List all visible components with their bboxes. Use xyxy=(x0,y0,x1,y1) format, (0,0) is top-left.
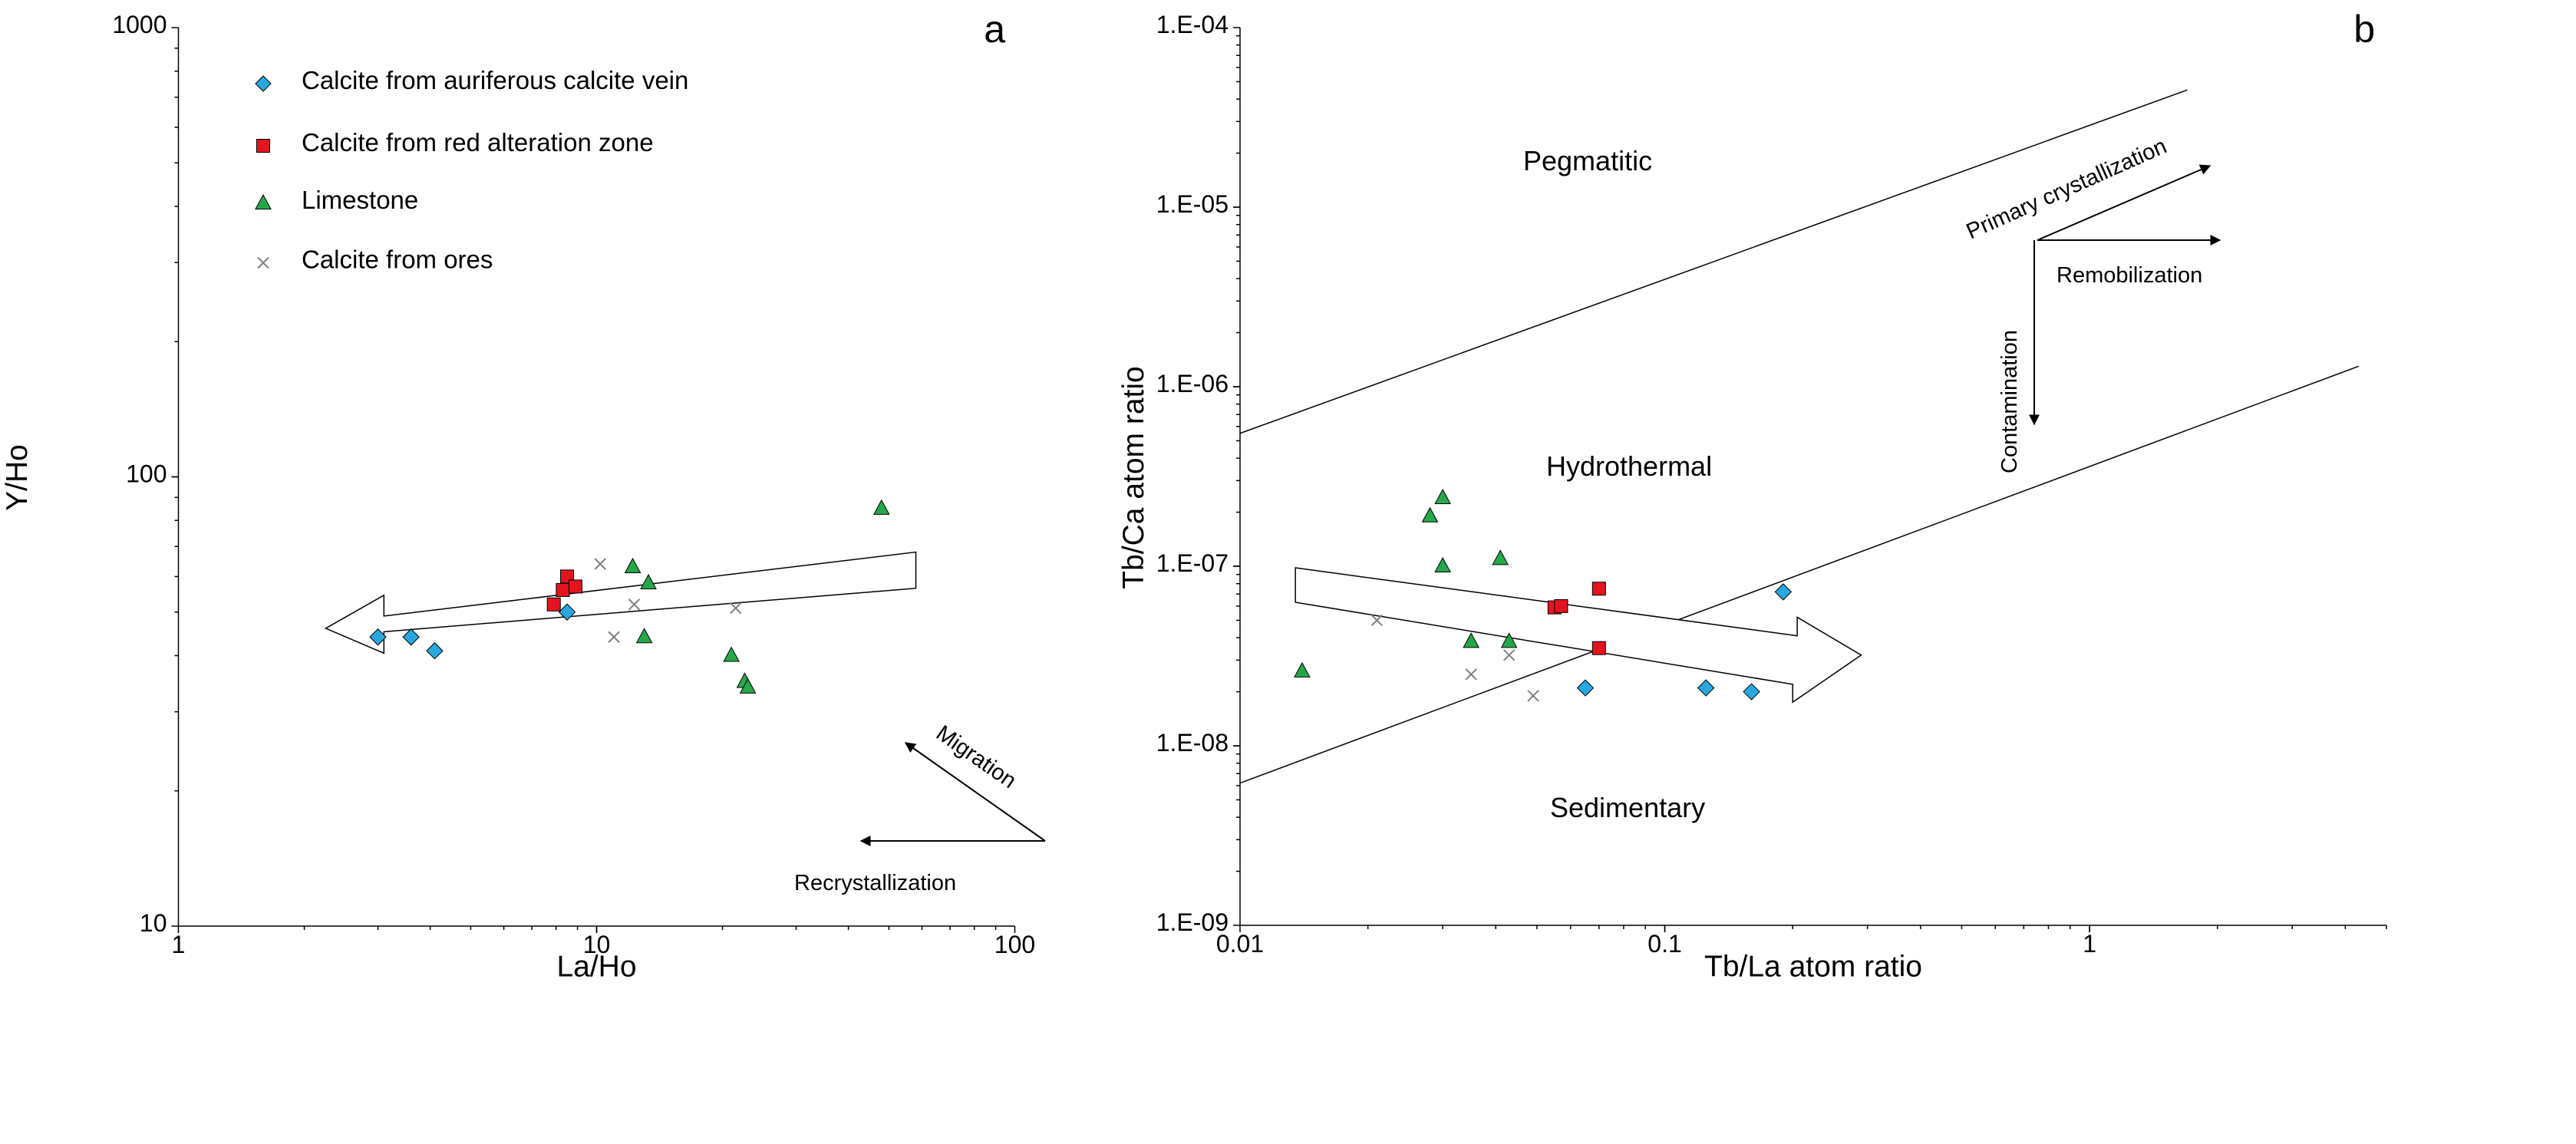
panel-b-triangle-point xyxy=(1500,632,1518,648)
panel-a-triangle-point xyxy=(723,646,740,662)
panel-a-y-tick-label: 1000 xyxy=(112,11,167,38)
remobilization-label: Remobilization xyxy=(2057,263,2202,288)
panel-b-x-tick-label: 0.01 xyxy=(1216,930,1264,958)
panel-b-x-title: Tb/La atom ratio xyxy=(1704,951,1922,984)
panel-a-triangle-point xyxy=(624,557,642,573)
legend-item-vein: Calcite from auriferous calcite vein xyxy=(255,66,688,94)
panel-b-diamond-point xyxy=(1576,679,1595,697)
panel-a-square-point xyxy=(556,582,570,597)
contamination-label: Contamination xyxy=(1997,330,2022,473)
panel-b-points xyxy=(1294,488,1793,702)
panel-b-x-tick-label: 1 xyxy=(2083,930,2096,958)
panel-a-square-point xyxy=(546,597,561,612)
panel-a-y-title: Y/Ho xyxy=(1,444,34,511)
legend-label-red-zone: Calcite from red alteration zone xyxy=(302,128,654,157)
panel-a-square-point xyxy=(568,579,582,594)
panel-b-x-tick-label: 0.1 xyxy=(1648,930,1681,958)
panel-b-y-tick-label: 1.E-06 xyxy=(1156,370,1229,397)
panel-a-frame xyxy=(179,28,1015,926)
panel-a-y-tick-label: 10 xyxy=(140,909,167,937)
panel-b-square-point xyxy=(1554,598,1568,613)
panel-a-x-tick-label: 10 xyxy=(583,931,611,958)
migration-label: Migration xyxy=(932,721,1021,794)
panel-b-triangle-point xyxy=(1421,506,1439,523)
panel-b-square-point xyxy=(1591,641,1606,655)
square-icon xyxy=(256,139,270,153)
cross-icon xyxy=(257,256,269,269)
panel-a-x-tick-label: 1 xyxy=(172,931,186,958)
panel-b-y-tick-label: 1.E-08 xyxy=(1156,729,1229,757)
panel-b-square-point xyxy=(1591,582,1606,596)
panel-b-y-tick-label: 1.E-05 xyxy=(1156,190,1229,218)
panel-a-y-tick-label: 100 xyxy=(126,460,167,488)
legend-item-red-zone: Calcite from red alteration zone xyxy=(256,128,654,157)
panel-b-triangle-point xyxy=(1434,556,1451,572)
panel-a-diamond-point xyxy=(369,628,387,646)
legend-item-limestone: Limestone xyxy=(255,186,418,214)
panel-a-trend-arrow xyxy=(324,551,917,654)
legend-label-ores: Calcite from ores xyxy=(302,246,493,274)
region-hydrothermal: Hydrothermal xyxy=(1546,450,1712,482)
panel-a-diamond-point xyxy=(426,642,444,660)
panel-a-cross-point xyxy=(608,631,620,643)
panel-b-tick-labels: 0.01 0.1 1 1.E-09 1.E-08 1.E-07 1.E-06 1.E-05 1.… xyxy=(1156,11,2096,958)
panel-b-triangle-point xyxy=(1434,488,1451,505)
panel-a-x-tick-label: 100 xyxy=(994,931,1035,958)
panel-a-ticks xyxy=(171,27,1016,933)
panel-a-triangle-point xyxy=(872,499,890,515)
panel-b-diamond-point xyxy=(1774,583,1793,601)
migration-arrow xyxy=(904,742,1046,842)
panel-a-triangle-point xyxy=(640,573,657,590)
panel-b-trend-arrow xyxy=(1295,567,1862,704)
panel-b-y-tick-label: 1.E-04 xyxy=(1156,11,1229,38)
panel-a-letter: a xyxy=(984,8,1005,51)
diamond-icon xyxy=(255,75,272,92)
boundary-pegmatitic-hydrothermal xyxy=(1239,89,2188,434)
panel-b-letter: b xyxy=(2353,8,2375,51)
panel-a-diamond-point xyxy=(402,628,420,646)
panel-b-cross-point xyxy=(1502,649,1516,661)
panel-b-cross-point xyxy=(1370,614,1384,627)
legend: Calcite from auriferous calcite vein Cal… xyxy=(255,66,688,274)
panel-a-cross-point xyxy=(729,602,742,615)
panel-b-y-title: Tb/Ca atom ratio xyxy=(1117,366,1150,588)
panel-a-cross-point xyxy=(628,598,641,611)
panel-b-triangle-point xyxy=(1463,632,1480,648)
panel-b-ticks xyxy=(1233,27,2387,932)
panel-b-y-tick-label: 1.E-09 xyxy=(1156,908,1229,936)
region-sedimentary: Sedimentary xyxy=(1550,792,1705,823)
panel-b-cross-point xyxy=(1465,668,1477,681)
panel-b-triangle-point xyxy=(1294,661,1311,677)
region-pegmatitic: Pegmatitic xyxy=(1523,145,1652,176)
panel-b-triangle-point xyxy=(1492,549,1509,565)
legend-label-limestone: Limestone xyxy=(302,186,418,214)
triangle-icon xyxy=(255,193,272,209)
panel-a-cross-point xyxy=(594,558,606,570)
panel-b-diamond-point xyxy=(1743,683,1760,701)
legend-item-ores: Calcite from ores xyxy=(257,246,493,274)
boundary-hydrothermal-sedimentary xyxy=(1239,365,2360,784)
primary-crystallization-arrow xyxy=(2037,164,2212,241)
panel-b-boundaries xyxy=(1239,89,2360,784)
panel-b-y-tick-label: 1.E-07 xyxy=(1156,549,1229,577)
panel-b: 0.01 0.1 1 1.E-09 1.E-08 1.E-07 1.E-06 1.E-05 1.… xyxy=(1117,8,2387,984)
panel-a-triangle-point xyxy=(739,677,757,694)
panel-a-x-title: La/Ho xyxy=(556,951,636,984)
recrystallization-label: Recrystallization xyxy=(794,871,956,895)
panel-b-diamond-point xyxy=(1697,679,1715,697)
legend-label-vein: Calcite from auriferous calcite vein xyxy=(302,66,688,94)
panel-a-points xyxy=(369,499,890,694)
panel-a-diamond-point xyxy=(558,603,576,621)
panel-a-triangle-point xyxy=(635,628,653,644)
panel-b-cross-point xyxy=(1527,690,1539,702)
